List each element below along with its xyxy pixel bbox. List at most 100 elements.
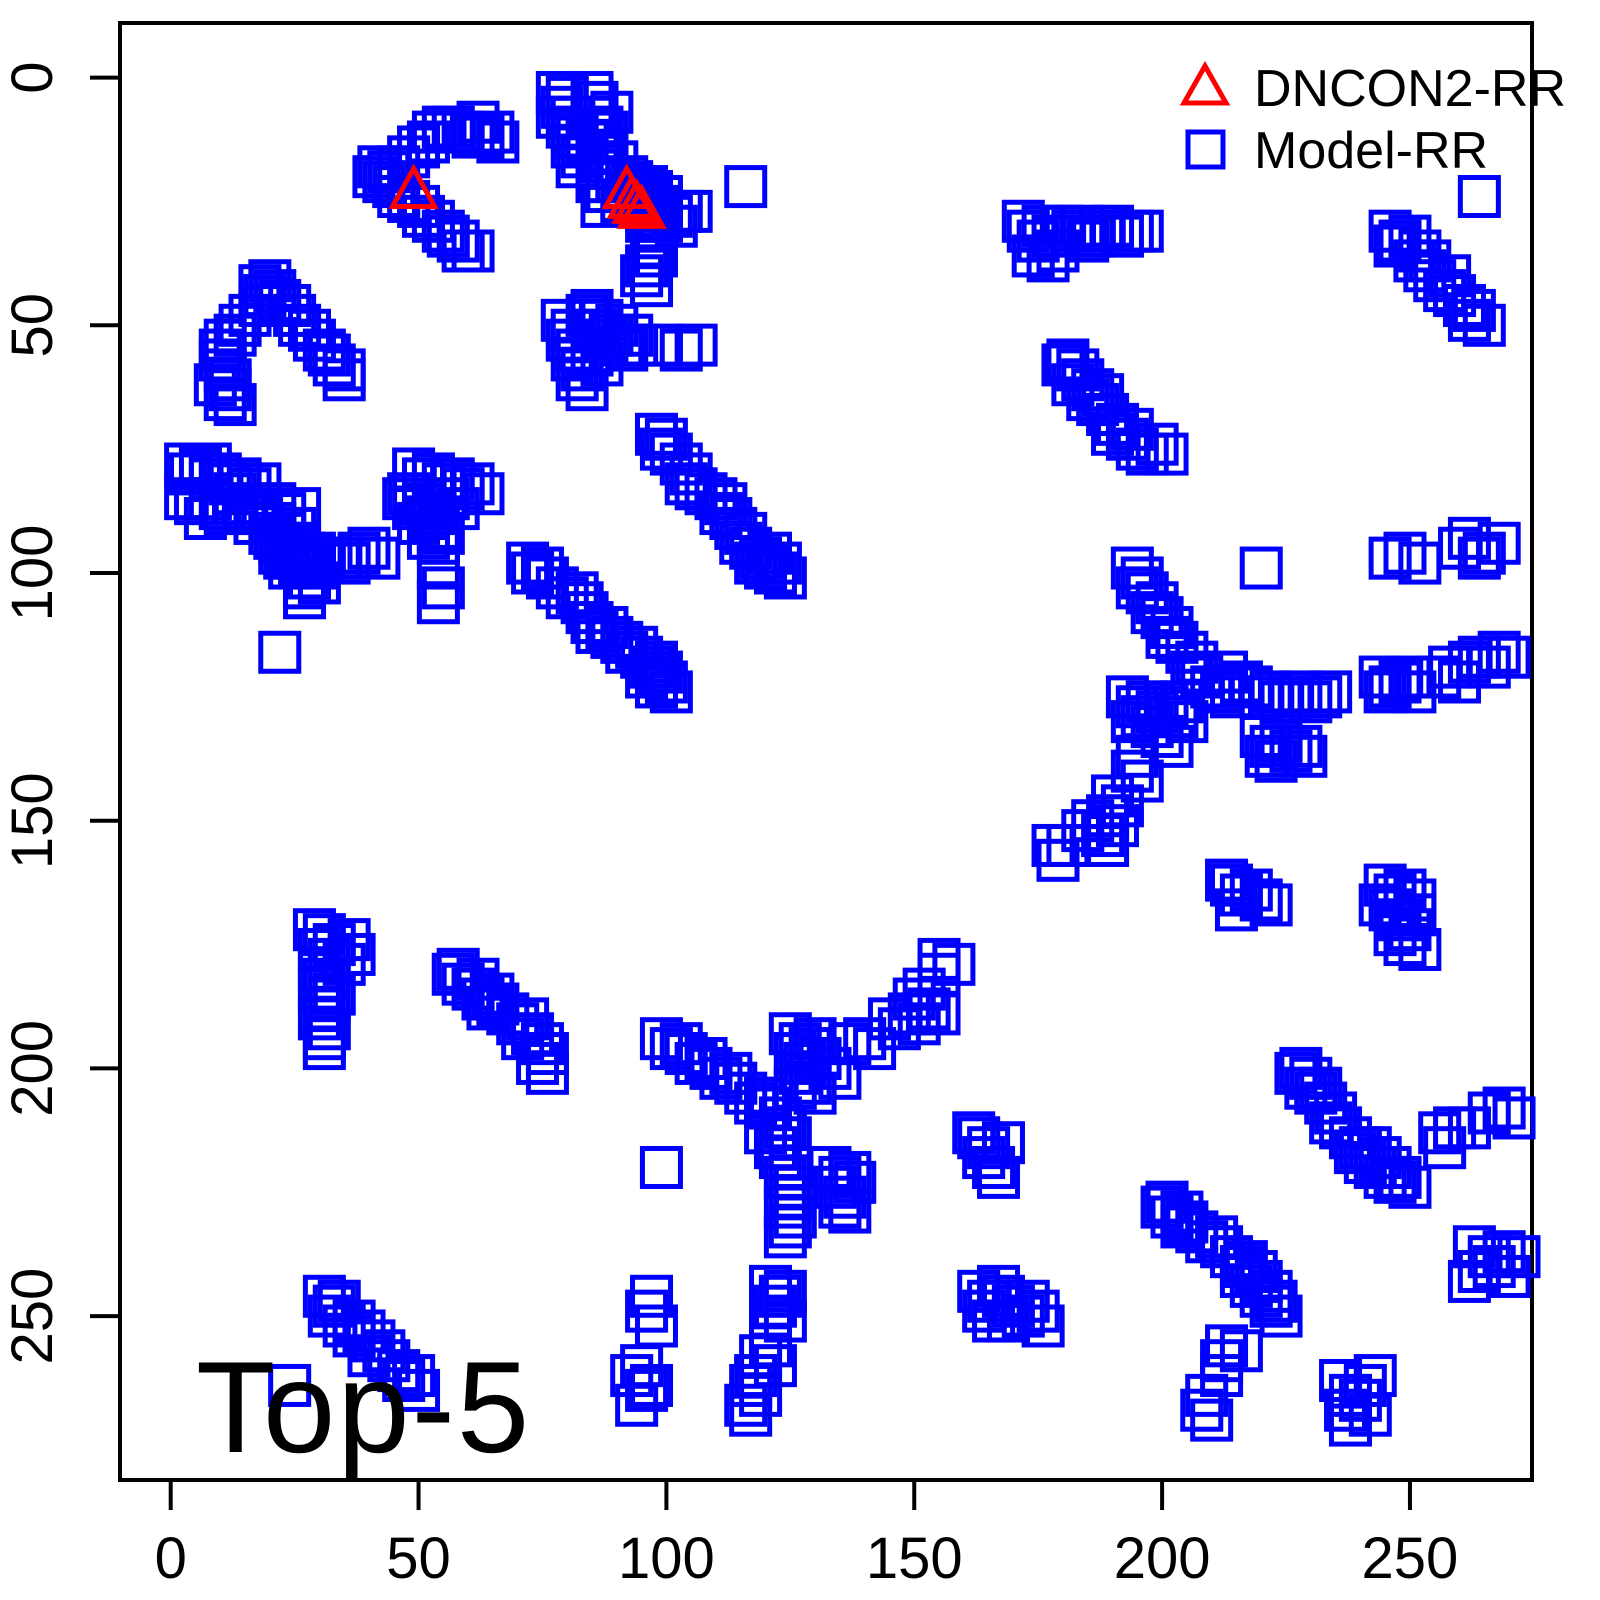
model-rr-marker xyxy=(1428,254,1472,298)
model-rr-marker xyxy=(1487,635,1531,679)
model-rr-marker xyxy=(977,1264,1021,1308)
model-rr-marker xyxy=(278,487,322,531)
model-rr-marker xyxy=(625,1368,669,1412)
model-rr-marker xyxy=(1363,670,1407,714)
model-rr-marker xyxy=(525,1051,569,1095)
model-rr-marker xyxy=(1309,670,1353,714)
model-rr-marker xyxy=(1254,739,1298,783)
model-rr-marker xyxy=(902,967,946,1011)
model-rr-marker xyxy=(1066,219,1110,263)
x-tick-label: 0 xyxy=(155,1526,187,1591)
model-rr-marker xyxy=(833,1160,877,1204)
model-rr-marker xyxy=(1254,1279,1298,1323)
model-rr-marker xyxy=(1462,531,1506,575)
model-rr-marker xyxy=(461,472,505,516)
model-rr-marker xyxy=(1279,724,1323,768)
model-rr-marker xyxy=(1150,605,1194,649)
y-tick-label: 200 xyxy=(0,1020,65,1117)
model-rr-marker xyxy=(1467,1091,1511,1135)
model-rr-marker xyxy=(763,1299,807,1343)
model-rr-marker xyxy=(1244,734,1288,778)
model-rr-marker xyxy=(302,1027,346,1071)
model-rr-marker xyxy=(1447,1259,1491,1303)
model-rr-marker xyxy=(397,1368,441,1412)
model-rr-marker xyxy=(283,576,327,620)
model-rr-marker xyxy=(1447,298,1491,342)
model-rr-marker xyxy=(1180,1388,1224,1432)
model-rr-marker xyxy=(763,1269,807,1313)
model-rr-marker xyxy=(1477,630,1521,674)
x-tick-label: 100 xyxy=(618,1526,715,1591)
model-rr-marker xyxy=(1110,407,1154,451)
y-tick-label: 50 xyxy=(0,293,65,358)
model-rr-marker xyxy=(1299,675,1343,719)
model-rr-marker xyxy=(1041,343,1085,387)
model-rr-marker xyxy=(278,303,322,347)
model-rr-marker xyxy=(1353,1354,1397,1398)
model-rr-marker xyxy=(1036,838,1080,882)
legend-label-model: Model-RR xyxy=(1254,122,1488,180)
model-rr-marker xyxy=(625,1289,669,1333)
model-rr-marker xyxy=(1492,1096,1536,1140)
model-rr-marker xyxy=(1378,1155,1422,1199)
x-axis-ticks: 0 50 100 150 200 250 xyxy=(155,1480,1458,1591)
y-axis-ticks: 0 50 100 150 200 250 xyxy=(0,61,120,1364)
model-rr-marker xyxy=(793,1071,837,1115)
model-rr-marker xyxy=(476,120,520,164)
model-rr-marker xyxy=(1021,1304,1065,1348)
plot-frame xyxy=(118,21,1534,1482)
square-marker-icon xyxy=(1185,129,1226,170)
model-rr-marker xyxy=(263,492,307,536)
model-rr-marker xyxy=(1457,174,1501,218)
dncon2-rr-marker xyxy=(388,163,439,210)
model-rr-marker xyxy=(1145,1180,1189,1224)
model-rr-marker xyxy=(1239,546,1283,590)
y-tick-label: 0 xyxy=(0,61,65,93)
model-rr-marker xyxy=(768,1205,812,1249)
annotation-top5: Top-5 xyxy=(196,1334,531,1480)
model-rr-marker xyxy=(312,343,356,387)
model-rr-marker xyxy=(659,328,703,372)
model-rr-marker xyxy=(1338,1378,1382,1422)
model-rr-marker xyxy=(1457,1250,1501,1294)
model-rr-marker xyxy=(1061,809,1105,853)
model-rr-marker xyxy=(828,1022,872,1066)
model-rr-marker xyxy=(615,1383,659,1427)
y-tick-label: 100 xyxy=(0,525,65,622)
y-tick-label: 250 xyxy=(0,1268,65,1365)
model-rr-marker xyxy=(724,165,768,209)
model-rr-marker xyxy=(416,581,460,625)
model-rr-marker xyxy=(357,536,401,580)
model-rr-marker xyxy=(565,293,609,337)
model-rr-marker xyxy=(1423,1126,1467,1170)
model-rr-marker xyxy=(347,1334,391,1378)
model-rr-marker xyxy=(1115,734,1159,778)
model-rr-marker xyxy=(977,1155,1021,1199)
model-rr-marker xyxy=(917,937,961,981)
model-rr-marker xyxy=(1160,1205,1204,1249)
model-rr-marker xyxy=(1219,1329,1263,1373)
model-rr-marker xyxy=(1348,1126,1392,1170)
model-rr-marker xyxy=(644,417,688,461)
model-rr-marker xyxy=(674,323,718,367)
model-rr-marker xyxy=(292,908,336,952)
model-rr-marker xyxy=(634,665,678,709)
model-rr-marker xyxy=(1120,209,1164,253)
model-rr-marker xyxy=(1071,799,1115,843)
model-rr-marker xyxy=(501,1017,545,1061)
model-rr-marker xyxy=(1418,1111,1462,1155)
model-rr-marker xyxy=(1219,1254,1263,1298)
model-rr-marker xyxy=(1214,888,1258,932)
model-rr-marker xyxy=(258,630,302,674)
model-rr-marker xyxy=(451,462,495,506)
legend-label-dncon2: DNCON2-RR xyxy=(1254,60,1566,118)
model-rr-marker xyxy=(981,1121,1025,1165)
triangle-marker-icon xyxy=(1179,60,1231,106)
model-rr-marker xyxy=(1031,823,1075,867)
model-rr-marker xyxy=(565,368,609,412)
model-rr-marker xyxy=(952,1111,996,1155)
model-rr-marker xyxy=(387,472,431,516)
model-rr-marker xyxy=(307,333,351,377)
model-rr-marker xyxy=(763,1215,807,1259)
model-rr-marker xyxy=(818,1056,862,1100)
